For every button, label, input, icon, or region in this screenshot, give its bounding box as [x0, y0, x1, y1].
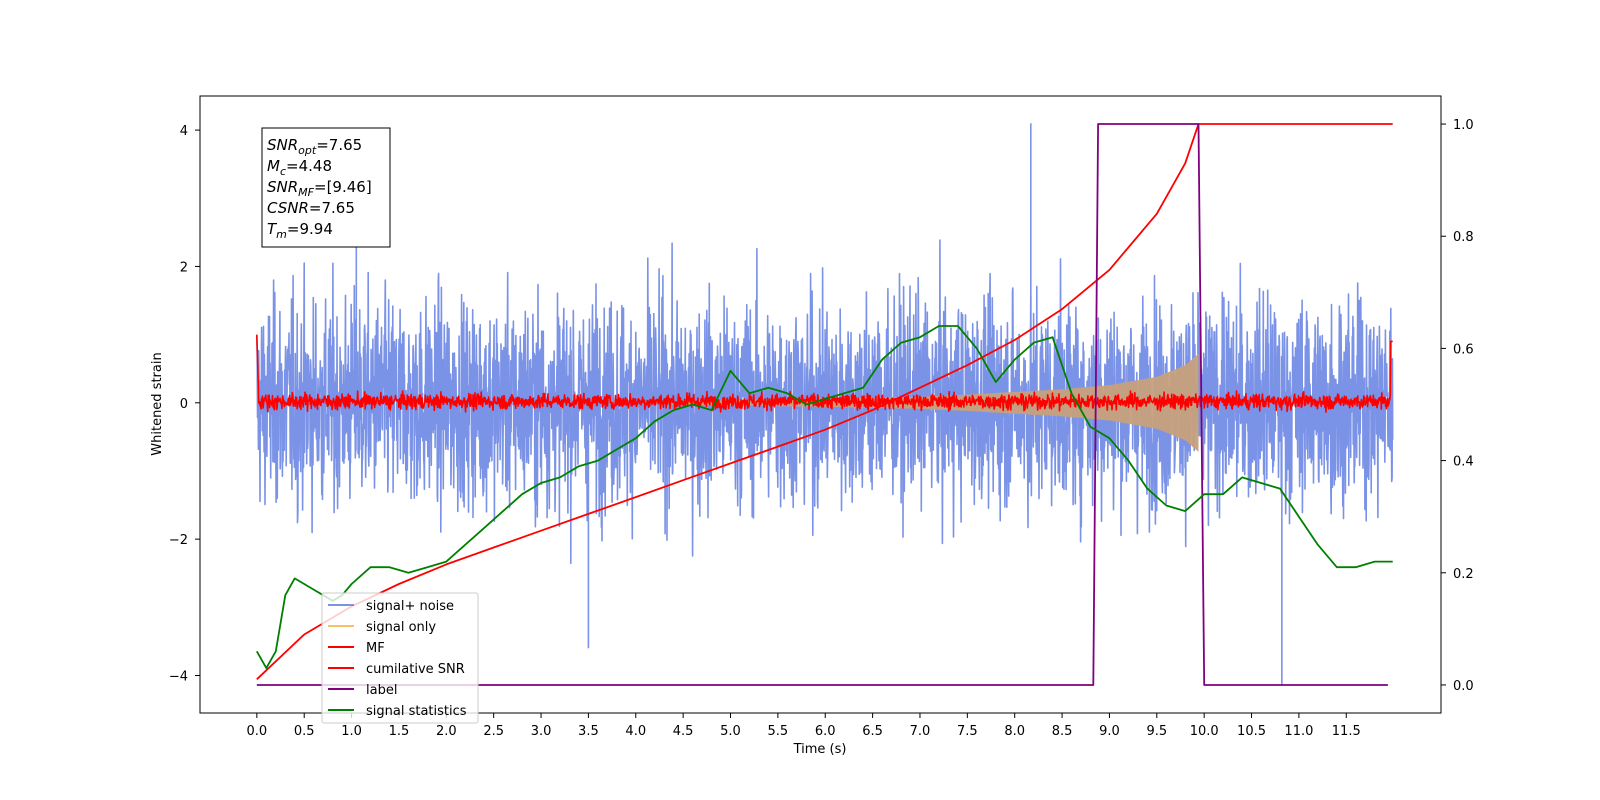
legend-label: cumilative SNR [366, 662, 465, 677]
y-right-tick-label: 1.0 [1453, 118, 1474, 133]
legend-label: signal only [366, 620, 436, 635]
y-right-tick-label: 0.2 [1453, 567, 1474, 582]
y-right-tick-label: 0.8 [1453, 230, 1474, 245]
series-cumulative-snr [256, 123, 1393, 680]
x-tick-label: 5.0 [720, 724, 741, 739]
x-tick-label: 11.5 [1332, 724, 1361, 739]
legend-label: signal+ noise [366, 599, 454, 614]
legend-label: MF [366, 641, 385, 656]
plot-frame [199, 95, 1442, 714]
x-tick-label: 8.5 [1052, 724, 1073, 739]
legend: signal+ noise signal only MF cumilative SNR… [321, 592, 479, 724]
x-tick-label: 3.5 [578, 724, 599, 739]
x-tick-label: 5.5 [768, 724, 789, 739]
annotation-line: SNRMF=[9.46] [267, 178, 372, 199]
x-tick-label: 2.0 [436, 724, 457, 739]
x-tick-label: 10.0 [1190, 724, 1219, 739]
x-tick-label: 11.0 [1284, 724, 1313, 739]
x-tick-label: 6.0 [815, 724, 836, 739]
y-left-tick-label: −2 [169, 533, 188, 548]
series-label [256, 123, 1388, 686]
x-tick-label: 1.0 [341, 724, 362, 739]
series-mf [256, 334, 1393, 413]
x-tick-label: 7.0 [910, 724, 931, 739]
series-signal-statistics [256, 325, 1393, 669]
plot-content [256, 123, 1394, 686]
y-axis-left: −4 −2 0 2 4 [169, 124, 200, 685]
x-tick-label: 3.0 [531, 724, 552, 739]
y-left-tick-label: 0 [180, 397, 188, 412]
y-left-tick-label: 2 [180, 260, 188, 275]
y-axis-label: Whitened strain [150, 352, 165, 455]
y-left-tick-label: −4 [169, 670, 188, 685]
series-signal-noise [256, 239, 1394, 564]
legend-frame [321, 592, 479, 724]
annotation-line: CSNR=7.65 [267, 199, 355, 217]
legend-label: signal statistics [366, 704, 467, 719]
annotation-line: SNRopt=7.65 [267, 136, 362, 157]
y-right-tick-label: 0.0 [1453, 679, 1474, 694]
x-tick-label: 1.5 [389, 724, 410, 739]
x-axis-label: Time (s) [793, 742, 847, 757]
x-tick-label: 0.5 [294, 724, 315, 739]
x-tick-label: 7.5 [957, 724, 978, 739]
x-tick-label: 9.0 [1099, 724, 1120, 739]
x-tick-label: 4.5 [673, 724, 694, 739]
x-tick-label: 4.0 [625, 724, 646, 739]
y-right-tick-label: 0.6 [1453, 342, 1474, 357]
x-tick-label: 6.5 [862, 724, 883, 739]
x-tick-label: 8.0 [1004, 724, 1025, 739]
x-axis: 0.0 0.5 1.0 1.5 2.0 2.5 3.0 3.5 4.0 4.5 5.0 5.5 6.0 6… [246, 713, 1361, 739]
y-right-tick-label: 0.4 [1453, 455, 1474, 470]
annotation-line: Tm=9.94 [267, 220, 333, 241]
y-axis-right: 0.0 0.2 0.4 0.6 0.8 1.0 [1441, 118, 1474, 694]
annotation-frame [261, 127, 391, 248]
x-tick-label: 10.5 [1237, 724, 1266, 739]
annotation-line: Mc=4.48 [267, 157, 332, 178]
x-tick-label: 0.0 [246, 724, 267, 739]
legend-label: label [366, 683, 397, 698]
y-left-tick-label: 4 [180, 124, 188, 139]
x-tick-label: 2.5 [483, 724, 504, 739]
x-tick-label: 9.5 [1146, 724, 1167, 739]
